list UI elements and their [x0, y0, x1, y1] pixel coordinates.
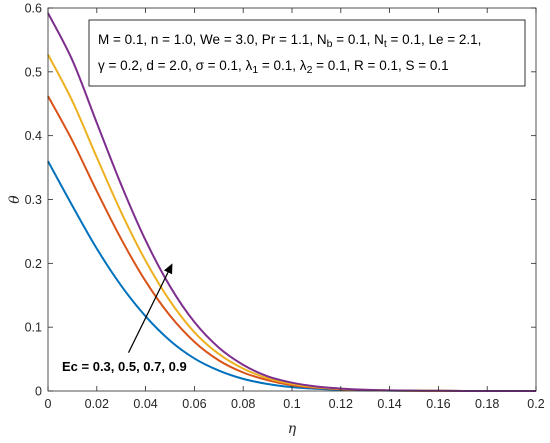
- legend-frame: [88, 19, 526, 87]
- y-tick-label: 0: [35, 385, 42, 399]
- y-axis-label: θ: [7, 195, 23, 204]
- legend-subscript: 1: [252, 64, 258, 76]
- x-tick-label: 0.14: [377, 397, 401, 411]
- x-tick-label: 0.2: [527, 397, 544, 411]
- y-tick-label: 0.2: [25, 257, 42, 271]
- legend-segment: = 0.1, R = 0.1, S = 0.1: [312, 58, 448, 73]
- x-tick-label: 0.04: [133, 397, 157, 411]
- y-tick-label: 0.1: [25, 321, 42, 335]
- legend-segment: γ = 0.2, d = 2.0, σ = 0.1, λ: [98, 58, 253, 73]
- legend-subscript: 2: [307, 64, 313, 76]
- legend-segment: = 0.1, Le = 2.1,: [387, 32, 482, 47]
- x-tick-label: 0: [45, 397, 52, 411]
- x-tick-label: 0.06: [182, 397, 206, 411]
- x-tick-label: 0.16: [426, 397, 450, 411]
- legend-subscript: t: [384, 38, 387, 50]
- x-tick-label: 0.12: [329, 397, 353, 411]
- y-tick-label: 0.3: [25, 193, 42, 207]
- legend-line-2: γ = 0.2, d = 2.0, σ = 0.1, λ1 = 0.1, λ2 …: [98, 58, 449, 76]
- legend-segment: = 0.1, λ: [258, 58, 307, 73]
- y-tick-label: 0.5: [25, 65, 42, 79]
- x-tick-label: 0.1: [283, 397, 300, 411]
- annotation-arrow-shaft: [127, 272, 169, 353]
- legend-subscript: b: [327, 38, 333, 50]
- legend-box: M = 0.1, n = 1.0, We = 3.0, Pr = 1.1, Nb…: [88, 19, 526, 87]
- y-tick-label: 0.4: [25, 129, 42, 143]
- x-tick-label: 0.18: [475, 397, 499, 411]
- y-tick-label: 0.6: [25, 2, 42, 16]
- annotation-label: Ec = 0.3, 0.5, 0.7, 0.9: [62, 359, 187, 374]
- x-axis-label: η: [288, 421, 297, 437]
- legend-segment: M = 0.1, n = 1.0, We = 3.0, Pr = 1.1, N: [98, 32, 327, 47]
- annotation: Ec = 0.3, 0.5, 0.7, 0.9: [62, 263, 187, 374]
- axes-layer: 0 0.02 0.04 0.06 0.08 0.1 0.12 0.14 0.16 0.18 0.20…: [25, 2, 545, 412]
- x-tick-label: 0.02: [85, 397, 109, 411]
- legend-segment: = 0.1, N: [332, 32, 383, 47]
- legend-line-1: M = 0.1, n = 1.0, We = 3.0, Pr = 1.1, Nb…: [98, 32, 481, 50]
- x-tick-label: 0.08: [231, 397, 255, 411]
- annotation-arrow-head: [163, 263, 173, 275]
